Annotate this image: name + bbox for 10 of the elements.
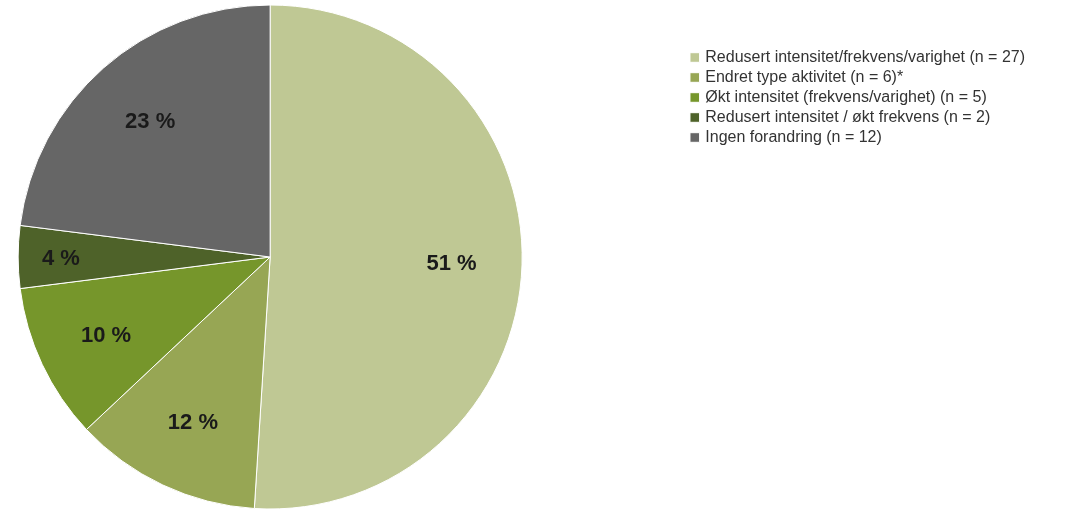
legend-label: Redusert intensitet / økt frekvens (n = 2)	[705, 108, 991, 126]
legend-label: Redusert intensitet/frekvens/varighet (n = 27)	[705, 48, 1025, 66]
legend-label: Økt intensitet (frekvens/varighet) (n = 5)	[705, 88, 987, 106]
data-label: 4 %	[42, 244, 80, 270]
legend-label: Endret type aktivitet (n = 6)*	[705, 68, 904, 86]
data-label: 10 %	[80, 321, 132, 347]
data-label: 12 %	[167, 408, 218, 434]
data-label: 23 %	[125, 108, 176, 134]
data-label: 51 %	[426, 250, 477, 276]
legend-label: Ingen forandring (n = 12)	[705, 128, 882, 146]
